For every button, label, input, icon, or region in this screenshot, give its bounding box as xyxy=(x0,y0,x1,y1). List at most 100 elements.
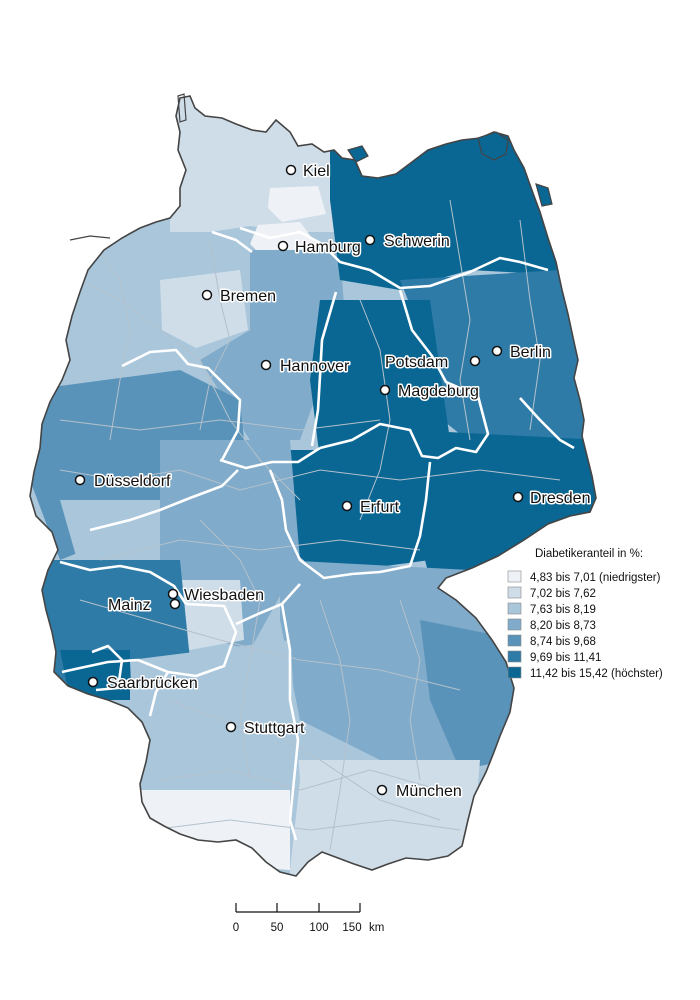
scale-tick-label: 0 xyxy=(233,922,239,934)
city-magdeburg: Magdeburg xyxy=(379,382,480,402)
city-mainz: Mainz xyxy=(107,596,181,616)
city-label: Dresden xyxy=(530,490,590,507)
legend-swatch xyxy=(507,666,522,679)
city-dot xyxy=(87,676,99,688)
region-fill-bayern-south xyxy=(290,760,480,876)
city-label: Magdeburg xyxy=(398,383,479,400)
city-dot xyxy=(74,474,86,486)
city-label: Stuttgart xyxy=(244,720,305,737)
city-duesseldorf: Düsseldorf xyxy=(74,472,173,492)
scale-unit-label: km xyxy=(369,922,384,934)
city-dot xyxy=(469,355,481,367)
city-dot xyxy=(277,240,289,252)
city-schwerin: Schwerin xyxy=(364,232,451,252)
city-label: Bremen xyxy=(220,288,276,305)
city-dot xyxy=(285,164,297,176)
legend-label: 4,83 bis 7,01 (niedrigster) xyxy=(530,572,661,584)
scale-tick-label: 150 xyxy=(342,922,361,934)
legend-label: 11,42 bis 15,42 (höchster) xyxy=(530,668,663,680)
scale-tick-label: 50 xyxy=(271,922,284,934)
city-label: Hannover xyxy=(280,358,350,375)
district-boundaries xyxy=(59,199,561,851)
city-dot xyxy=(379,384,391,396)
region-fill-brandenburg xyxy=(400,270,590,450)
city-dot xyxy=(167,588,179,600)
city-bremen: Bremen xyxy=(201,287,278,307)
city-label: Mainz xyxy=(108,597,151,614)
scale-bar-labels: 0 50 100 150 km xyxy=(233,922,385,934)
city-label: München xyxy=(396,783,462,800)
region-fill-nrw-south xyxy=(60,500,170,570)
city-label: Berlin xyxy=(510,344,551,361)
islands xyxy=(69,93,553,241)
island-fehmarn xyxy=(347,145,369,163)
legend-item: 7,02 bis 7,62 xyxy=(507,586,596,600)
region-fill-sachsen xyxy=(410,430,596,580)
city-label: Kiel xyxy=(303,163,330,180)
legend-item: 11,42 bis 15,42 (höchster) xyxy=(507,666,663,680)
legend-label: 7,63 bis 8,19 xyxy=(530,604,596,616)
city-dot xyxy=(341,500,353,512)
city-dresden: Dresden xyxy=(512,489,592,509)
state-boundaries xyxy=(59,226,575,841)
legend-item: 7,63 bis 8,19 xyxy=(507,602,596,616)
legend-swatch xyxy=(507,650,522,663)
city-dot xyxy=(376,784,388,796)
region-fill-sachsen-anhalt xyxy=(310,300,450,460)
city-markers: Kiel Hamburg Schwerin Bremen Hannover Be… xyxy=(74,162,592,802)
island-ruegen xyxy=(477,131,509,161)
region-fill-hessen-south xyxy=(170,580,244,650)
city-dot xyxy=(201,289,213,301)
city-erfurt: Erfurt xyxy=(341,498,401,518)
city-label: Saarbrücken xyxy=(107,675,198,692)
region-fill-bw-south xyxy=(140,790,290,870)
city-muenchen: München xyxy=(376,782,463,802)
city-dot xyxy=(225,721,237,733)
legend-swatch xyxy=(507,570,522,583)
city-label: Wiesbaden xyxy=(184,587,264,604)
city-wiesbaden: Wiesbaden xyxy=(167,586,266,606)
region-fill-kiel-area xyxy=(268,186,326,222)
legend-item: 8,74 bis 9,68 xyxy=(507,634,596,648)
region-fill-bayern-east xyxy=(420,620,520,770)
legend-label: 7,02 bis 7,62 xyxy=(530,588,596,600)
legend-swatch xyxy=(507,602,522,615)
region-fill-bremen-area xyxy=(160,270,248,348)
legend-label: 8,74 bis 9,68 xyxy=(530,636,596,648)
city-label: Hamburg xyxy=(295,239,361,256)
country-border xyxy=(29,95,597,877)
city-hamburg: Hamburg xyxy=(277,238,362,258)
city-stuttgart: Stuttgart xyxy=(225,719,307,739)
legend-item: 8,20 bis 8,73 xyxy=(507,618,596,632)
city-dot xyxy=(260,359,272,371)
legend-item: 4,83 bis 7,01 (niedrigster) xyxy=(507,570,661,584)
island-frisian xyxy=(69,235,111,241)
city-label: Düsseldorf xyxy=(94,473,171,490)
island-sylt xyxy=(177,93,187,123)
city-berlin: Berlin xyxy=(491,343,552,363)
city-hannover: Hannover xyxy=(260,357,352,377)
city-label: Potsdam xyxy=(385,354,448,371)
region-fill-niedersachsen-east xyxy=(200,250,345,440)
scale-tick-label: 100 xyxy=(309,922,328,934)
legend-label: 8,20 bis 8,73 xyxy=(530,620,596,632)
legend-swatch xyxy=(507,586,522,599)
city-saarbruecken: Saarbrücken xyxy=(87,674,199,694)
city-dot xyxy=(169,598,181,610)
city-dot xyxy=(512,491,524,503)
city-kiel: Kiel xyxy=(285,162,331,182)
city-dot xyxy=(491,345,503,357)
legend-title: Diabetikeranteil in %: xyxy=(535,548,643,560)
legend: Diabetikeranteil in %: 4,83 bis 7,01 (ni… xyxy=(507,548,663,680)
legend-item: 9,69 bis 11,41 xyxy=(507,650,601,664)
city-label: Schwerin xyxy=(384,233,450,250)
legend-label: 9,69 bis 11,41 xyxy=(530,652,601,664)
scale-bar xyxy=(235,903,361,913)
city-label: Erfurt xyxy=(360,499,400,516)
legend-swatch xyxy=(507,634,522,647)
city-dot xyxy=(364,234,376,246)
island-usedom xyxy=(535,183,553,207)
city-potsdam: Potsdam xyxy=(384,353,481,373)
